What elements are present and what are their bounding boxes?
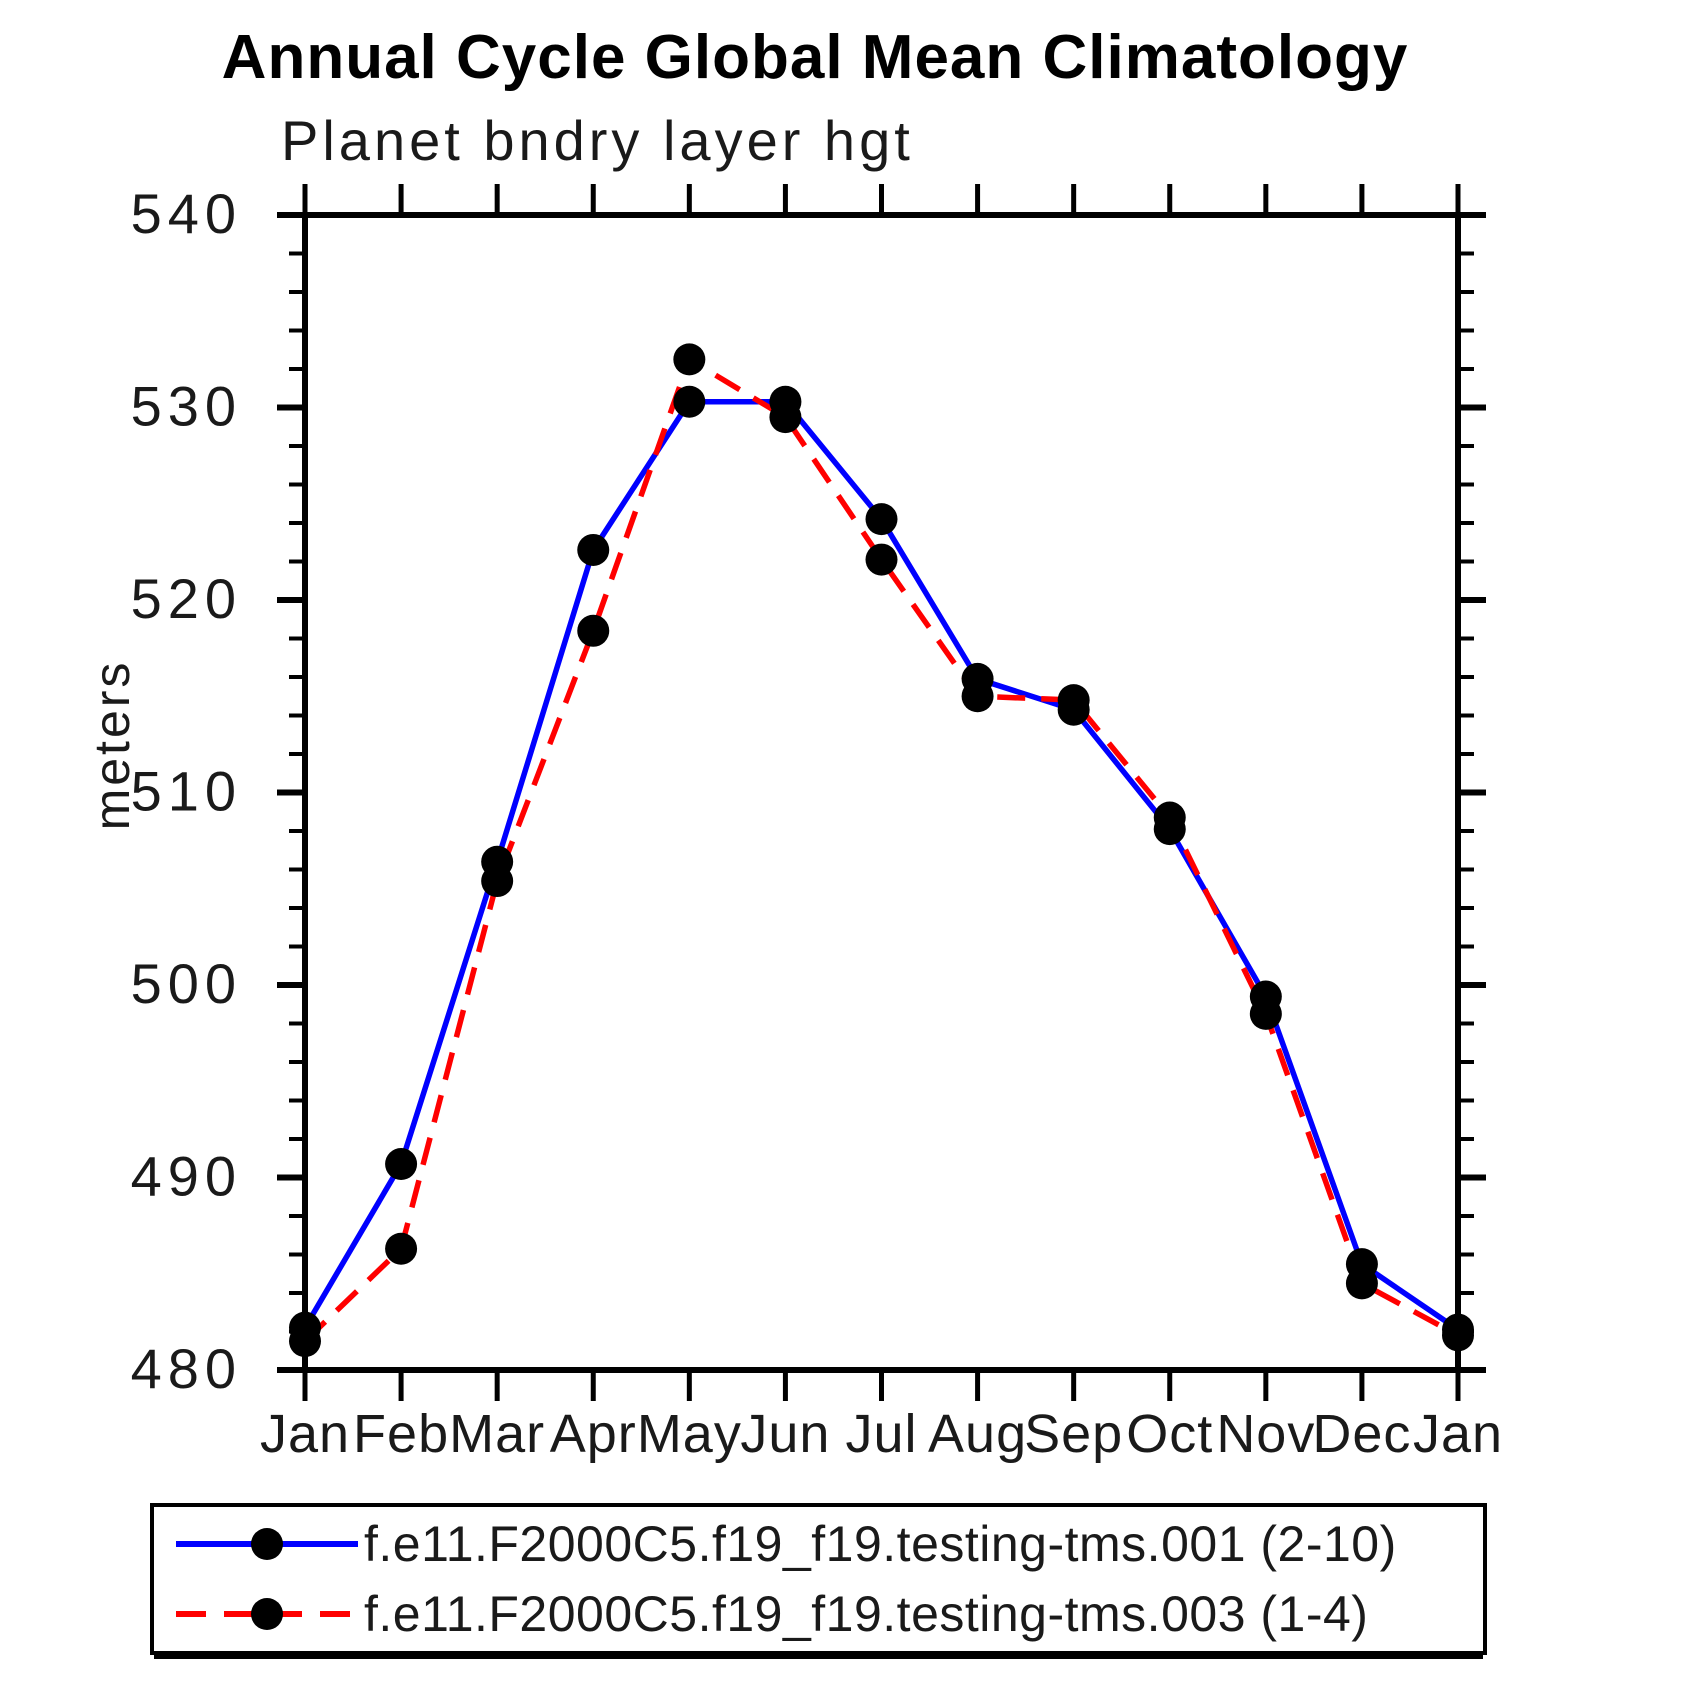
legend-item-series-003: f.e11.F2000C5.f19_f19.testing-tms.003 (1…: [172, 1583, 1483, 1645]
x-tick-label: Feb: [353, 1404, 449, 1464]
x-tick-label: Sep: [1024, 1404, 1123, 1464]
chart-title: Annual Cycle Global Mean Climatology: [221, 23, 1409, 92]
x-tick-label: Apr: [550, 1404, 637, 1464]
data-point-marker-s1-Dec: [1345, 1267, 1378, 1300]
data-point-marker-s0-Feb: [385, 1148, 418, 1181]
x-tick-label: Jan: [260, 1404, 350, 1464]
y-tick-label: 540: [131, 182, 242, 245]
data-point-marker-s1-Jan: [289, 1325, 321, 1358]
data-point-marker-s1-Jun: [769, 401, 802, 434]
x-tick-label: Dec: [1312, 1404, 1411, 1464]
y-tick-label: 530: [131, 375, 242, 438]
legend-marker-dot: [251, 1598, 283, 1630]
data-point-marker-s1-Sep: [1057, 684, 1090, 717]
x-tick-label: Jan: [1413, 1404, 1503, 1464]
x-tick-label: Oct: [1126, 1404, 1213, 1464]
x-tick-label: Jul: [845, 1404, 917, 1464]
data-point-marker-s1-Nov: [1249, 997, 1282, 1030]
data-point-marker-s1-Oct: [1153, 801, 1186, 834]
y-tick-label: 510: [131, 760, 242, 823]
data-point-marker-s1-Jan: [1442, 1319, 1474, 1352]
legend-line-sample-dashed: [176, 1598, 358, 1630]
y-tick-label: 490: [131, 1145, 242, 1208]
chart-subtitle: Planet bndry layer hgt: [281, 109, 914, 172]
legend-item-series-001: f.e11.F2000C5.f19_f19.testing-tms.001 (2…: [172, 1513, 1483, 1575]
legend-box: f.e11.F2000C5.f19_f19.testing-tms.001 (2…: [150, 1503, 1487, 1655]
data-point-marker-s1-Jul: [865, 543, 898, 576]
data-point-marker-s1-Feb: [385, 1232, 418, 1265]
axes-frame: [302, 212, 1461, 1373]
data-point-marker-s0-Apr: [577, 533, 610, 566]
x-tick-label: Jun: [740, 1404, 830, 1464]
y-axis-ticks: [277, 212, 1486, 1373]
x-tick-label: Aug: [928, 1404, 1027, 1464]
y-tick-label: 480: [131, 1337, 242, 1400]
x-axis-ticks: [302, 184, 1461, 1401]
plot-border: [302, 212, 1461, 1373]
series-line-0: [302, 398, 1460, 1332]
data-point-marker-s1-Aug: [961, 680, 994, 713]
data-point-marker-s1-Apr: [577, 614, 610, 647]
legend-marker-dot: [251, 1528, 283, 1560]
x-tick-label: May: [637, 1404, 742, 1464]
legend-line-sample-solid: [176, 1528, 358, 1560]
y-tick-label: 500: [131, 952, 242, 1015]
data-point-marker-s1-Mar: [481, 865, 514, 898]
x-tick-label: Mar: [449, 1404, 545, 1464]
legend-label: f.e11.F2000C5.f19_f19.testing-tms.001 (2…: [364, 1516, 1397, 1572]
x-tick-label: Nov: [1216, 1404, 1315, 1464]
y-tick-label: 520: [131, 567, 242, 630]
legend-label: f.e11.F2000C5.f19_f19.testing-tms.003 (1…: [364, 1586, 1369, 1642]
data-point-marker-s0-Jul: [865, 503, 898, 536]
data-point-marker-s1-May: [673, 343, 706, 376]
data-point-marker-s0-May: [673, 385, 706, 418]
